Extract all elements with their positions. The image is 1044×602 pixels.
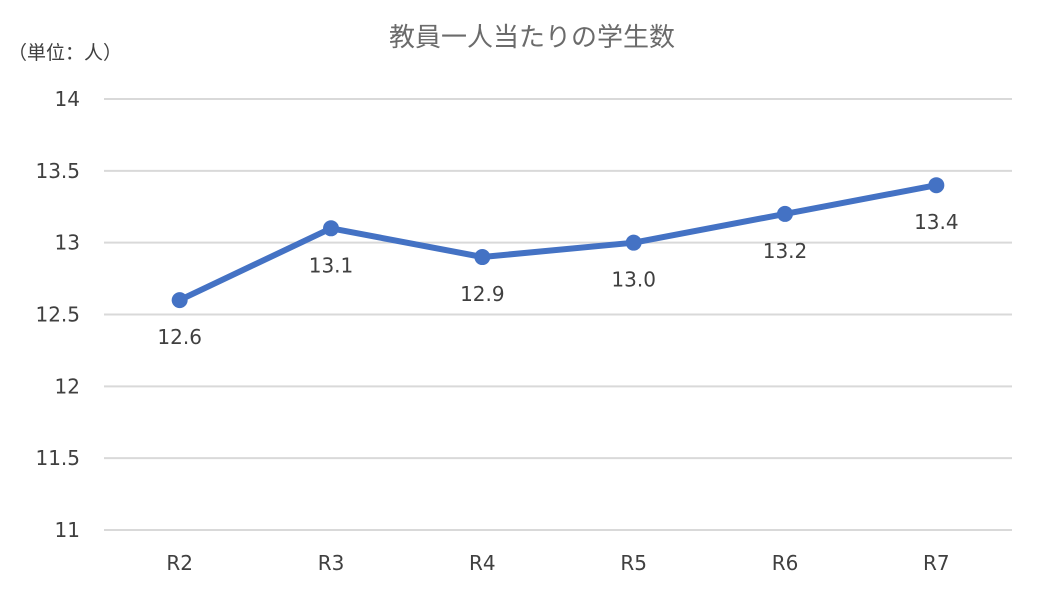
x-axis-category-labels: R2 R3 R4 R5 R6 R7 [166,551,949,575]
y-tick-label: 13.5 [35,159,80,183]
data-point [928,177,945,194]
data-labels: 12.6 13.1 12.9 13.0 13.2 13.4 [157,210,958,349]
data-label: 13.1 [309,253,354,277]
data-label: 13.0 [611,268,656,292]
data-point [474,249,491,266]
x-category-label: R7 [923,551,950,575]
grid-lines [104,98,1012,531]
x-category-label: R2 [166,551,193,575]
x-category-label: R3 [318,551,345,575]
y-tick-label: 11.5 [35,446,80,470]
data-label: 12.6 [157,325,202,349]
data-label: 13.4 [914,210,959,234]
y-tick-label: 14 [55,87,80,111]
data-label: 13.2 [763,239,808,263]
x-category-label: R6 [772,551,799,575]
y-tick-label: 12 [55,374,80,398]
unit-label: （単位：人） [8,42,122,64]
data-points [171,177,945,309]
y-axis-tick-labels: 11 11.5 12 12.5 13 13.5 14 [35,87,80,542]
data-point [625,234,642,251]
x-category-label: R5 [620,551,647,575]
series-line [176,182,940,304]
data-point [171,292,188,309]
data-point [323,220,339,237]
y-tick-label: 13 [55,231,80,255]
data-point [777,205,793,222]
data-label: 12.9 [460,282,505,306]
x-category-label: R4 [469,551,496,575]
y-tick-label: 11 [55,518,80,542]
y-tick-label: 12.5 [35,303,80,327]
chart-title: 教員一人当たりの学生数 [389,23,675,53]
